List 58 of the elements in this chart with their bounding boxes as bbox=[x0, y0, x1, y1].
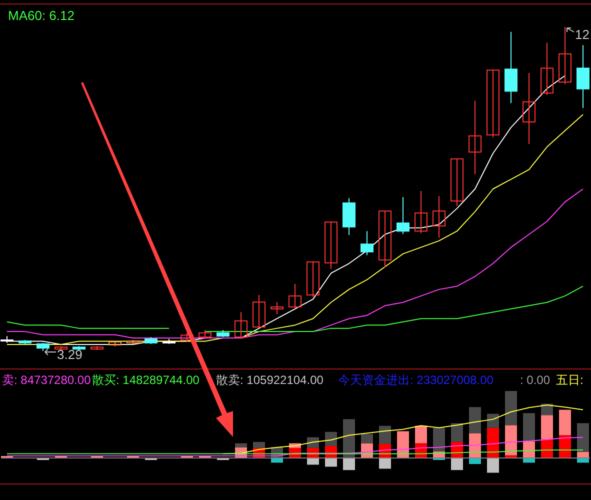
candlestick bbox=[450, 158, 464, 206]
text: 五日: bbox=[556, 373, 584, 387]
bar bbox=[469, 433, 481, 458]
bar bbox=[487, 414, 499, 428]
candlestick bbox=[306, 261, 320, 298]
bar bbox=[541, 415, 553, 440]
text: MA60: 6.12 bbox=[8, 8, 74, 23]
bar bbox=[523, 413, 535, 442]
bar bbox=[559, 435, 571, 458]
bar bbox=[397, 431, 409, 458]
bar bbox=[361, 434, 373, 444]
candlestick bbox=[360, 230, 374, 256]
bar bbox=[577, 452, 589, 458]
candlestick bbox=[522, 72, 536, 144]
bar bbox=[379, 426, 391, 444]
bar bbox=[343, 419, 355, 458]
bar bbox=[487, 458, 499, 473]
candlestick bbox=[486, 70, 500, 138]
candlestick bbox=[576, 44, 590, 108]
bar bbox=[325, 432, 337, 446]
bar bbox=[541, 404, 553, 416]
candlestick bbox=[270, 302, 284, 315]
bar bbox=[469, 407, 481, 434]
text: 今天资金进出: 233027008.00 bbox=[338, 373, 494, 387]
bar bbox=[469, 458, 481, 464]
bar bbox=[559, 410, 571, 436]
candlestick bbox=[432, 196, 446, 238]
candlestick bbox=[324, 222, 338, 270]
bar bbox=[343, 458, 355, 470]
candlestick bbox=[396, 196, 410, 235]
text: 散卖: 105922104.00 bbox=[216, 373, 324, 387]
candlestick bbox=[378, 210, 392, 268]
bar bbox=[577, 423, 589, 452]
bar bbox=[505, 425, 517, 456]
bar bbox=[253, 442, 265, 448]
candlestick bbox=[504, 31, 518, 104]
bar bbox=[451, 423, 463, 442]
candlestick bbox=[234, 312, 248, 339]
bar bbox=[307, 437, 319, 448]
candlestick bbox=[468, 100, 482, 175]
text: 卖: 84737280.00 bbox=[2, 373, 92, 387]
bar bbox=[451, 458, 463, 470]
bar bbox=[505, 391, 517, 426]
candlestick bbox=[540, 42, 554, 96]
bar bbox=[325, 458, 337, 467]
text: 散买: 148289744.00 bbox=[92, 373, 200, 387]
text: : 0.00 bbox=[520, 373, 550, 387]
bar bbox=[379, 458, 391, 469]
annotation: 12 bbox=[575, 27, 590, 42]
bar bbox=[433, 428, 445, 452]
candlestick bbox=[342, 198, 356, 236]
bar bbox=[235, 443, 247, 448]
bar bbox=[415, 426, 427, 444]
candlestick bbox=[288, 283, 302, 308]
annotation: 3.29 bbox=[57, 347, 82, 362]
candlestick bbox=[252, 294, 266, 328]
candlestick bbox=[414, 190, 428, 234]
bar bbox=[487, 428, 499, 458]
